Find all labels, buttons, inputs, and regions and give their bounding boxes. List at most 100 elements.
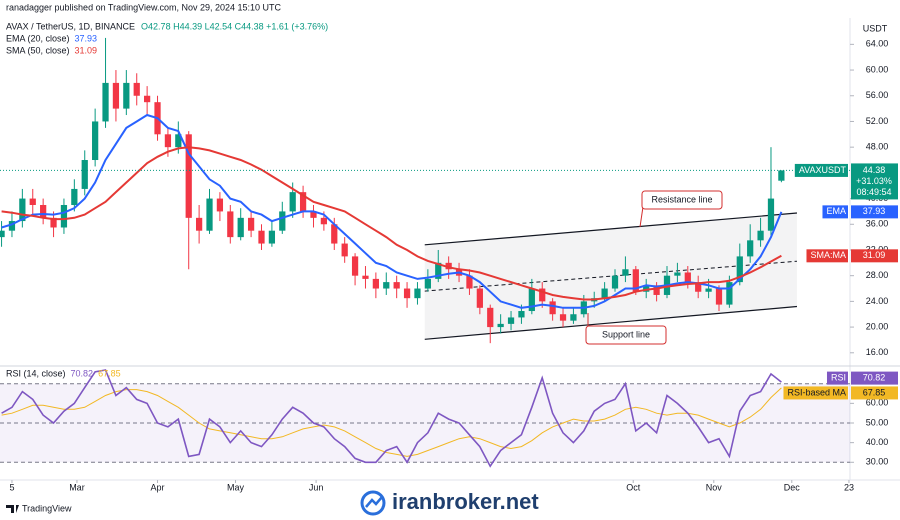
y-tick-label: 50.00 xyxy=(866,417,889,427)
tag-name-box xyxy=(806,249,848,263)
candle-body xyxy=(71,188,78,205)
rsi-line xyxy=(1,369,782,468)
candle-body xyxy=(351,256,359,276)
candle-body xyxy=(622,269,629,276)
tag-value: 37.93 xyxy=(863,206,886,216)
candle-body xyxy=(362,275,369,279)
x-tick-label: 5 xyxy=(9,482,14,492)
candle-body xyxy=(195,217,203,231)
unit-label: USDT xyxy=(863,23,888,33)
candle-body xyxy=(507,317,515,324)
channel-middle xyxy=(424,260,798,292)
ma-line xyxy=(1,146,782,301)
candle-body xyxy=(133,82,140,96)
candle-body xyxy=(539,288,546,302)
symbol-tag-box xyxy=(794,163,848,177)
candle-body xyxy=(237,217,244,238)
watermark-text: iranbroker.net xyxy=(392,489,539,514)
candle-body xyxy=(268,230,276,244)
y-tick-label: 20.00 xyxy=(866,321,889,331)
tag-value-box xyxy=(851,371,898,385)
candle-body xyxy=(289,192,296,212)
brand-logo xyxy=(6,505,19,513)
annotation-label: Support line xyxy=(602,329,650,339)
y-tick-label: 36.00 xyxy=(866,219,889,229)
candle-body xyxy=(185,134,192,218)
x-tick-label: Jun xyxy=(309,482,324,492)
candle-body xyxy=(643,285,650,292)
ma-legend: SMA (50, close) xyxy=(6,45,70,55)
candle-body xyxy=(445,262,452,270)
candle-body xyxy=(726,282,733,305)
rsi-ma-line xyxy=(1,387,782,457)
candle-body xyxy=(705,288,712,292)
candle-body xyxy=(372,278,379,289)
ma-legend-value: 31.09 xyxy=(75,45,98,55)
y-tick-label: 64.00 xyxy=(866,39,889,49)
candle-body xyxy=(320,217,328,225)
candle-body xyxy=(216,198,224,212)
rsi-band xyxy=(0,383,850,463)
annotation-label: Resistance line xyxy=(651,194,712,204)
candle-body xyxy=(19,198,26,222)
rsi-legend-value: 67.85 xyxy=(98,368,121,378)
tag-value: 67.85 xyxy=(863,387,886,397)
candle-body xyxy=(435,262,442,279)
y-tick-label: 52.00 xyxy=(866,116,889,126)
y-tick-label: 48.00 xyxy=(866,142,889,152)
candle-body xyxy=(123,82,130,109)
candle-body xyxy=(50,217,57,228)
candle-body xyxy=(206,198,213,231)
tag-value-box xyxy=(851,205,898,219)
annotation-box xyxy=(641,190,723,210)
candle-body xyxy=(247,217,255,231)
candle-body xyxy=(715,288,723,305)
candle-body xyxy=(601,288,608,299)
y-tick-label: 56.00 xyxy=(866,90,889,100)
ma-legend-value: 37.93 xyxy=(75,33,98,43)
publisher: ranadagger published on TradingView.com,… xyxy=(6,2,282,12)
candle-body xyxy=(424,278,431,289)
candle-body xyxy=(60,204,68,228)
x-tick-label: 23 xyxy=(844,482,854,492)
watermark-icon xyxy=(360,490,386,516)
candle-body xyxy=(767,198,775,231)
candle-body xyxy=(747,240,754,257)
candle-body xyxy=(403,288,411,299)
candle-body xyxy=(0,230,5,238)
tag-name-box xyxy=(783,386,848,400)
candle-body xyxy=(341,243,348,257)
y-tick-label: 40.00 xyxy=(866,437,889,447)
candle-body xyxy=(611,275,619,289)
candle-body xyxy=(92,121,99,161)
candle-body xyxy=(653,285,660,295)
candle-body xyxy=(258,230,265,244)
candle-body xyxy=(279,211,286,231)
y-tick-label: 28.00 xyxy=(866,270,889,280)
channel-upper xyxy=(424,212,798,246)
candle-body xyxy=(102,82,109,122)
watermark: iranbroker.net xyxy=(360,489,539,516)
countdown: 08:49:54 xyxy=(856,187,891,197)
last-price-box xyxy=(851,163,898,200)
y-tick-label: 30.00 xyxy=(866,457,889,467)
candle-body xyxy=(8,221,16,231)
ma-line xyxy=(1,113,783,309)
candle-body xyxy=(299,192,307,212)
candle-body xyxy=(736,256,743,283)
last-price: 44.38 xyxy=(863,165,886,175)
annotation-box xyxy=(585,325,667,345)
tag-name: SMA:MA xyxy=(810,250,846,260)
candle-body xyxy=(778,170,785,181)
channel-lower xyxy=(424,305,798,340)
brand-name: TradingView xyxy=(22,503,72,513)
symbol-tag: AVAXUSDT xyxy=(799,165,847,175)
candle-body xyxy=(383,282,390,289)
candle-body xyxy=(497,323,504,328)
candle-body xyxy=(632,269,639,292)
candle-body xyxy=(144,95,151,103)
tag-value-box xyxy=(851,386,898,400)
candle-body xyxy=(570,314,577,321)
candle-body xyxy=(310,211,317,218)
